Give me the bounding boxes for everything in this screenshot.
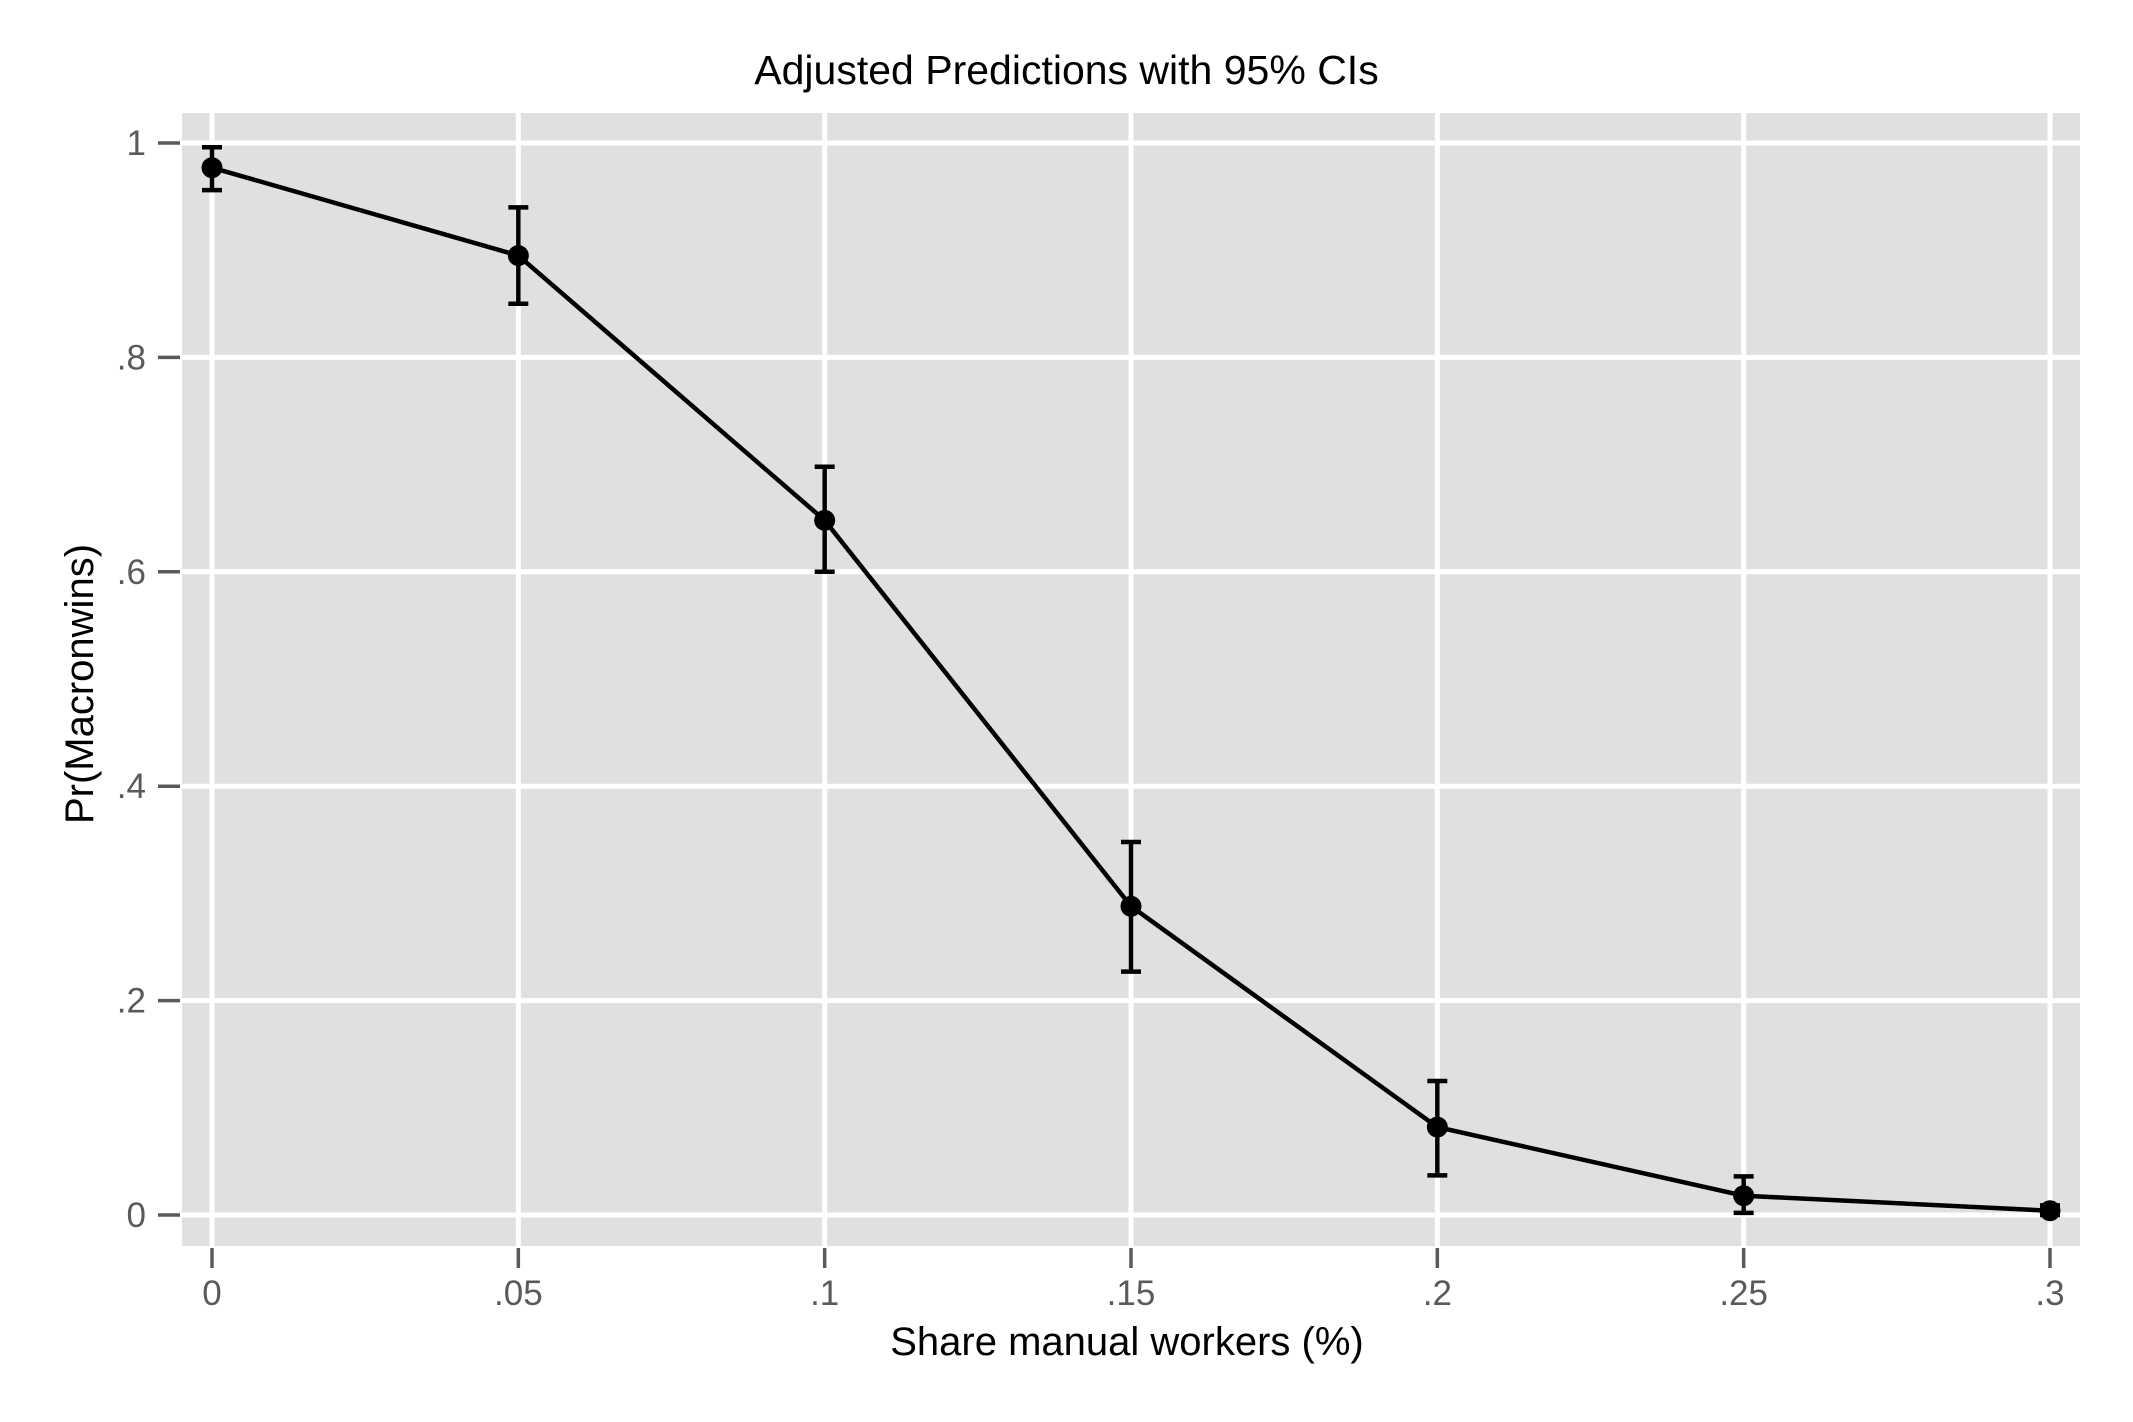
chart-title: Adjusted Predictions with 95% CIs (754, 47, 1379, 93)
x-axis-tick-label: .25 (1719, 1274, 1768, 1313)
y-axis-tick-label: .8 (117, 338, 146, 377)
y-axis-tick-label: 1 (127, 124, 146, 163)
x-axis-tick-label: .2 (1423, 1274, 1452, 1313)
y-axis-tick-label: 0 (127, 1196, 146, 1235)
y-axis-tick-label: .4 (117, 767, 146, 806)
y-axis-tick-label: .6 (117, 553, 146, 592)
data-point-marker (507, 245, 529, 267)
data-point-marker (201, 157, 223, 179)
x-axis-tick-label: .05 (494, 1274, 543, 1313)
data-point-marker (1733, 1185, 1755, 1207)
data-point-marker (814, 509, 836, 531)
x-axis-tick-label: .15 (1107, 1274, 1156, 1313)
x-axis-label: Share manual workers (%) (890, 1320, 1364, 1364)
data-point-marker (1120, 895, 1142, 917)
y-axis-tick-label: .2 (117, 982, 146, 1021)
x-axis-tick-label: 0 (202, 1274, 221, 1313)
y-axis-label: Pr(Macronwins) (58, 543, 102, 825)
data-point-marker (1426, 1116, 1448, 1138)
x-axis-tick-label: .3 (2035, 1274, 2064, 1313)
x-axis-tick-label: .1 (810, 1274, 839, 1313)
data-point-marker (2039, 1200, 2061, 1222)
